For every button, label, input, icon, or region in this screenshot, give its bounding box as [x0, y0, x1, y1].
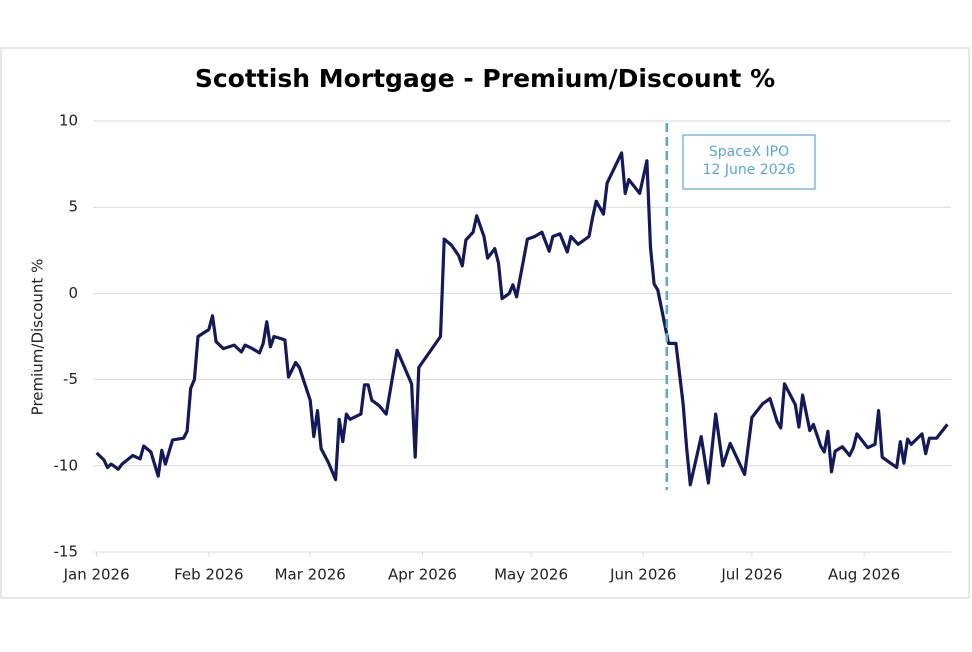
x-tick-label: Jan 2026	[63, 566, 130, 584]
y-tick-label: -10	[54, 456, 79, 474]
x-tick-label: Mar 2026	[275, 566, 346, 584]
x-tick-label: Apr 2026	[388, 566, 457, 584]
y-tick-label: 0	[68, 284, 78, 302]
x-tick-label: Feb 2026	[174, 566, 244, 584]
x-tick-label: Jul 2026	[720, 566, 782, 584]
x-tick-label: May 2026	[494, 566, 568, 584]
y-tick-label: -15	[54, 543, 79, 561]
y-tick-label: 10	[59, 112, 78, 130]
x-tick-label: Jun 2026	[609, 566, 676, 584]
annotation-text: 12 June 2026	[703, 162, 796, 178]
data-line	[95, 151, 949, 487]
y-tick-label: -5	[63, 370, 78, 388]
annotation-text: SpaceX IPO	[709, 144, 789, 160]
annotation-box	[682, 134, 816, 190]
x-tick-label: Aug 2026	[828, 566, 900, 584]
chart-title: Scottish Mortgage - Premium/Discount %	[195, 64, 775, 93]
chart-frame	[0, 47, 970, 599]
y-axis-label: Premium/Discount %	[29, 259, 47, 416]
y-tick-label: 5	[68, 198, 78, 216]
